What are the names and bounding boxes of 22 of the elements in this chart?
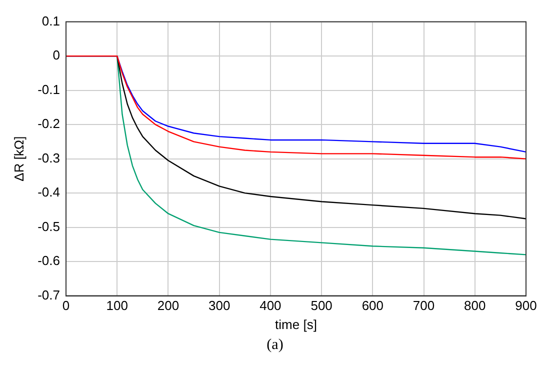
y-axis-title: ΔR [kΩ] [11, 136, 26, 182]
x-tick-label: 600 [362, 298, 384, 314]
y-tick-label: -0.6 [38, 253, 60, 268]
y-tick-label: 0 [52, 48, 60, 63]
x-tick-label: 500 [310, 298, 332, 314]
y-tick-label: -0.4 [38, 184, 60, 200]
x-tick-label: 200 [157, 298, 180, 314]
y-tick-label: -0.7 [38, 287, 60, 302]
y-tick-label: -0.3 [38, 150, 60, 166]
x-tick-label: 0 [62, 298, 70, 314]
y-tick-label: -0.1 [38, 82, 60, 97]
y-tick-label: 0.1 [42, 13, 60, 28]
x-tick-label: 700 [412, 298, 435, 314]
x-tick-label: 300 [208, 298, 230, 314]
x-tick-label: 800 [464, 298, 486, 314]
x-axis-title: time [s] [275, 316, 317, 332]
y-tick-label: -0.2 [38, 116, 60, 132]
text: (a) [266, 337, 284, 354]
x-tick-label: 900 [515, 298, 537, 314]
y-tick-label: -0.5 [38, 218, 60, 234]
x-tick-label: 100 [106, 298, 128, 314]
x-tick-label: 400 [260, 298, 282, 314]
